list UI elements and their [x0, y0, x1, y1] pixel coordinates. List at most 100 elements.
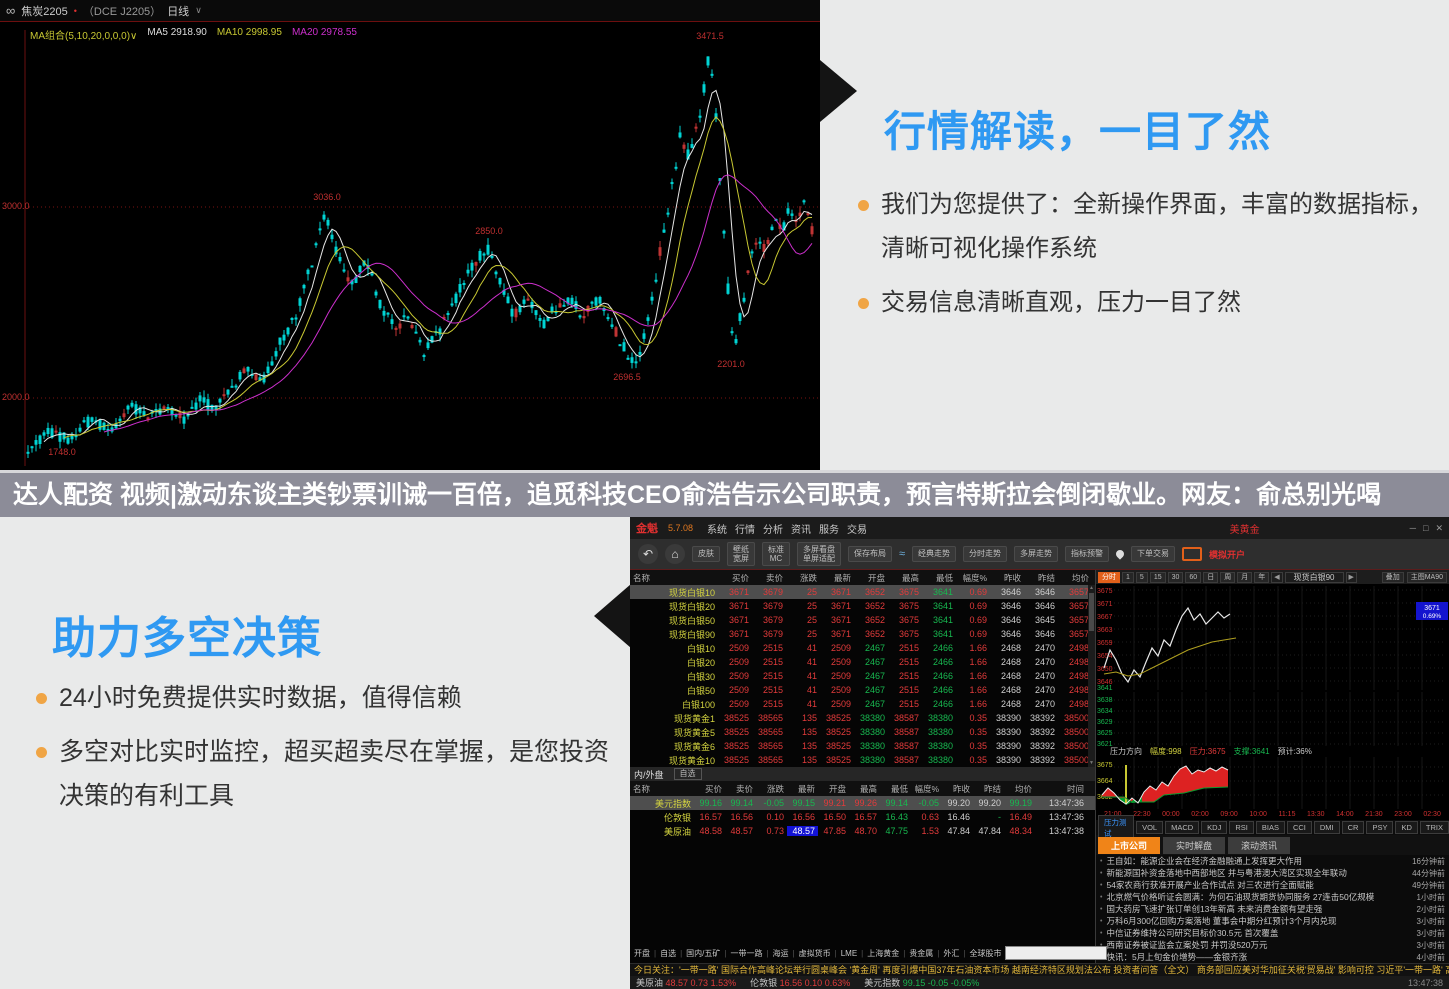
indicator-tab-MACD[interactable]: MACD: [1165, 821, 1200, 834]
market-tab-全球股市[interactable]: 全球股市: [969, 948, 1002, 958]
indicator-tab-PSY[interactable]: PSY: [1366, 821, 1394, 834]
market-tab-贵金属[interactable]: 贵金属: [909, 948, 934, 958]
market-tab-开盘[interactable]: 开盘: [634, 948, 650, 958]
column-header-昨结[interactable]: 昨结: [1037, 572, 1055, 583]
table-row[interactable]: 现货黄金6 38525 38565 135 38525 38380 38587 38380 0.…: [630, 739, 1095, 753]
table-row[interactable]: 白银100 2509 2515 41 2509 2467 2515 2466 1.66 2468 2…: [630, 697, 1095, 711]
overlay-control-主图MA90[interactable]: 主图MA90: [1406, 571, 1447, 583]
column-header-涨跌[interactable]: 涨跌: [766, 783, 784, 794]
indicator-tab-KDJ[interactable]: KDJ: [1201, 821, 1228, 834]
column-header-买价[interactable]: 买价: [704, 783, 722, 794]
period-button-60[interactable]: 60: [1185, 571, 1202, 583]
table-row[interactable]: 现货白银50 3671 3679 25 3671 3652 3675 3641 0.69 3646…: [630, 613, 1095, 627]
indicator-tab-CR[interactable]: CR: [1341, 821, 1365, 834]
market-tab-自选[interactable]: 自选: [660, 948, 677, 958]
column-header-昨收[interactable]: 昨收: [952, 783, 970, 794]
column-header-幅度%[interactable]: 幅度%: [962, 572, 987, 583]
column-header-均价[interactable]: 均价: [1014, 783, 1032, 794]
table-row[interactable]: 美元指数 99.16 99.14 -0.05 99.15 99.21 99.26 99.14-…: [630, 796, 1095, 810]
symbol-selector[interactable]: 现货白银90: [1284, 571, 1344, 583]
toolbar-button-多屏走势[interactable]: 多屏走势: [1014, 546, 1059, 562]
tab-domestic-foreign[interactable]: 内/外盘: [634, 769, 664, 780]
indicator-tab-KD[interactable]: KD: [1395, 821, 1418, 834]
table-row[interactable]: 现货白银90 3671 3679 25 3671 3652 3675 3641 0.69 3646…: [630, 627, 1095, 641]
toolbar-button-下单交易[interactable]: 下单交易: [1131, 546, 1176, 562]
scroll-up-icon[interactable]: ▲: [1089, 585, 1094, 591]
table-row[interactable]: 白银10 2509 2515 41 2509 2467 2515 2466 1.66 2468 24…: [630, 641, 1095, 655]
market-tab-虚拟货币[interactable]: 虚拟货币: [798, 948, 831, 958]
toolbar-button-指标预警[interactable]: 指标预警: [1065, 546, 1110, 562]
column-header-最低[interactable]: 最低: [890, 783, 908, 794]
toolbar-button-多屏看盘[interactable]: 多屏看盘 单屏适配: [797, 541, 841, 567]
window-control-maximize-icon[interactable]: □: [1423, 522, 1429, 533]
table-row[interactable]: 现货黄金1 38525 38565 135 38525 38380 38587 38380 0.…: [630, 711, 1095, 725]
news-item[interactable]: • 新能源国补资金落地中西部地区 并与粤港澳大湾区实现全年联动 44分钟前: [1096, 867, 1449, 879]
indicator-tab-TRIX[interactable]: TRIX: [1419, 821, 1449, 834]
period-button-1[interactable]: 1: [1122, 571, 1134, 583]
period-button-5[interactable]: 5: [1135, 571, 1148, 583]
column-header-昨收[interactable]: 昨收: [1003, 572, 1021, 583]
next-symbol-icon[interactable]: ▶: [1345, 571, 1357, 583]
menu-item-分析[interactable]: 分析: [763, 524, 784, 536]
column-header-均价[interactable]: 均价: [1071, 572, 1089, 583]
column-header-涨跌[interactable]: 涨跌: [799, 572, 817, 583]
news-tab-实时解盘[interactable]: 实时解盘: [1163, 836, 1226, 854]
indicator-tab-VOL[interactable]: VOL: [1136, 821, 1164, 834]
table-row[interactable]: 白银50 2509 2515 41 2509 2467 2515 2466 1.66 2468 24…: [630, 683, 1095, 697]
news-tab-滚动资讯[interactable]: 滚动资讯: [1228, 836, 1291, 854]
chart-period-label[interactable]: 日线: [167, 5, 190, 18]
table-row[interactable]: 现货黄金5 38525 38565 135 38525 38380 38587 38380 0.…: [630, 725, 1095, 739]
overlay-control-叠加[interactable]: 叠加: [1381, 571, 1404, 583]
news-item[interactable]: • 王自如：能源企业会在经济金融融通上发挥更大作用 16分钟前: [1096, 855, 1449, 867]
news-item[interactable]: • 万科6月300亿回购方案落地 董事会中期分红预计3个月内兑现 3小时前: [1096, 915, 1449, 927]
symbol-search-input[interactable]: [1005, 946, 1108, 960]
column-header-最高[interactable]: 最高: [901, 572, 919, 583]
menu-item-服务[interactable]: 服务: [819, 524, 840, 536]
indicator-tab-RSI[interactable]: RSI: [1229, 821, 1254, 834]
column-header-时间[interactable]: 时间: [1066, 783, 1084, 794]
toolbar-button-分时走势[interactable]: 分时走势: [963, 546, 1008, 562]
chart-symbol-title[interactable]: 焦炭2205: [21, 5, 68, 18]
sim-account-button[interactable]: 模拟开户: [1209, 549, 1246, 560]
period-button-年[interactable]: 年: [1254, 571, 1270, 583]
indicator-tab-DMI[interactable]: DMI: [1313, 821, 1340, 834]
period-button-分时[interactable]: 分时: [1098, 571, 1120, 583]
column-header-最新[interactable]: 最新: [797, 783, 815, 794]
news-item[interactable]: • 北京燃气价格听证会圆满：为何石油现货期货协同服务 27连击50亿规模 1小时前: [1096, 891, 1449, 903]
column-header-卖价[interactable]: 卖价: [765, 572, 783, 583]
ma-group-label[interactable]: MA组合(5,10,20,0,0,0)∨: [30, 31, 138, 42]
menu-item-行情[interactable]: 行情: [735, 524, 756, 536]
news-item[interactable]: • 西南证券被证监会立案处罚 并罚没520万元 3小时前: [1096, 939, 1449, 951]
column-header-名称[interactable]: 名称: [633, 572, 651, 583]
toolbar-button-标准[interactable]: 标准 MC: [762, 541, 790, 567]
period-button-15[interactable]: 15: [1149, 571, 1166, 583]
table-row[interactable]: 伦敦银 16.57 16.56 0.10 16.56 16.50 16.57 16.43 0.6…: [630, 810, 1095, 824]
window-control-minimize-icon[interactable]: ─: [1409, 522, 1417, 533]
tab-watchlist[interactable]: 自选: [673, 768, 702, 780]
menu-item-资讯[interactable]: 资讯: [791, 524, 812, 536]
column-header-名称[interactable]: 名称: [633, 783, 651, 794]
table-scrollbar[interactable]: ▲ ▼: [1088, 585, 1095, 767]
table-row[interactable]: 白银30 2509 2515 41 2509 2467 2515 2466 1.66 2468 24…: [630, 669, 1095, 683]
column-header-最高[interactable]: 最高: [859, 783, 877, 794]
column-header-幅度%[interactable]: 幅度%: [914, 783, 939, 794]
market-tab-上海黄金[interactable]: 上海黄金: [867, 948, 900, 958]
table-row[interactable]: 现货白银10 3671 3679 25 3671 3652 3675 3641 0.69 3646…: [630, 585, 1095, 599]
column-header-昨结[interactable]: 昨结: [983, 783, 1001, 794]
home-icon[interactable]: ⌂: [665, 544, 685, 564]
column-header-买价[interactable]: 买价: [731, 572, 749, 583]
column-header-最低[interactable]: 最低: [935, 572, 953, 583]
market-tab-LME[interactable]: LME: [840, 948, 858, 958]
news-tab-上市公司[interactable]: 上市公司: [1098, 836, 1161, 854]
column-header-最新[interactable]: 最新: [833, 572, 851, 583]
period-button-30[interactable]: 30: [1167, 571, 1184, 583]
market-tab-一带一路[interactable]: 一带一路: [730, 948, 763, 958]
period-button-日[interactable]: 日: [1203, 571, 1219, 583]
news-item[interactable]: • 中信证券维持公司研究目标价30.5元 首次覆盖 3小时前: [1096, 927, 1449, 939]
toolbar-button-保存布局[interactable]: 保存布局: [848, 546, 892, 562]
news-item[interactable]: • 54家农商行获准开展产业合作试点 对三农进行全面赋能 49分钟前: [1096, 879, 1449, 891]
scrollbar-thumb[interactable]: [1089, 593, 1094, 631]
prev-symbol-icon[interactable]: ◀: [1271, 571, 1283, 583]
period-button-周[interactable]: 周: [1220, 571, 1236, 583]
